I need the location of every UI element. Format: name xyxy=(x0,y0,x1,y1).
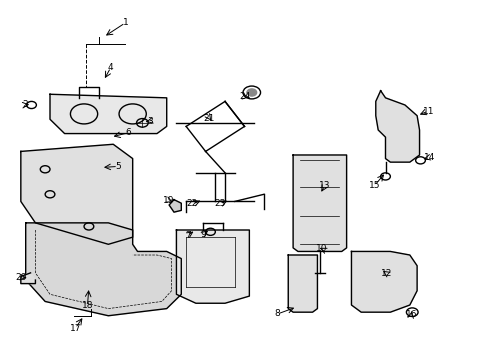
Polygon shape xyxy=(169,200,181,212)
Text: 4: 4 xyxy=(108,63,113,72)
Text: 8: 8 xyxy=(274,310,280,319)
Text: 23: 23 xyxy=(214,199,225,208)
Text: 15: 15 xyxy=(368,181,379,190)
Polygon shape xyxy=(21,144,132,244)
Text: 11: 11 xyxy=(422,107,433,116)
Circle shape xyxy=(246,89,256,96)
Polygon shape xyxy=(351,251,416,312)
Text: 13: 13 xyxy=(318,181,330,190)
Text: 6: 6 xyxy=(124,129,130,138)
Polygon shape xyxy=(176,230,249,303)
Text: 3: 3 xyxy=(146,117,152,126)
Polygon shape xyxy=(50,94,166,134)
Text: 10: 10 xyxy=(315,244,326,253)
Text: 18: 18 xyxy=(81,301,93,310)
Text: 16: 16 xyxy=(405,310,416,319)
Polygon shape xyxy=(292,155,346,251)
Text: 7: 7 xyxy=(184,231,190,240)
Polygon shape xyxy=(287,255,317,312)
Text: 1: 1 xyxy=(122,18,128,27)
Text: 21: 21 xyxy=(203,114,215,123)
Polygon shape xyxy=(375,91,419,162)
Polygon shape xyxy=(21,273,35,284)
Text: 14: 14 xyxy=(423,153,434,162)
Text: 24: 24 xyxy=(239,92,250,101)
Text: 22: 22 xyxy=(186,199,198,208)
Text: 12: 12 xyxy=(381,269,392,278)
Text: 5: 5 xyxy=(115,162,121,171)
Text: 20: 20 xyxy=(15,273,26,282)
Text: 2: 2 xyxy=(22,100,27,109)
Text: 19: 19 xyxy=(163,196,174,205)
Polygon shape xyxy=(26,223,181,316)
Text: 17: 17 xyxy=(69,324,81,333)
Text: 9: 9 xyxy=(200,230,205,239)
